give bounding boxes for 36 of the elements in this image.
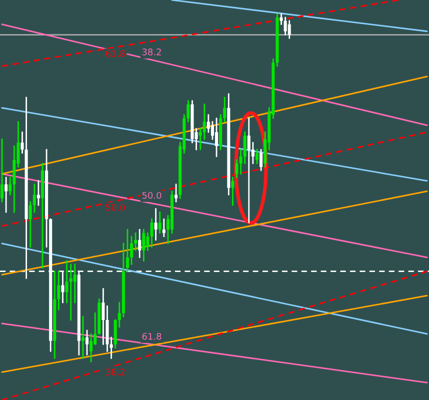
candlestick xyxy=(36,180,40,206)
candlestick xyxy=(146,232,150,252)
candlestick xyxy=(138,228,142,258)
candlestick xyxy=(85,330,89,356)
candlestick xyxy=(215,118,218,158)
series-label: 50.0 xyxy=(142,192,162,199)
candlestick xyxy=(255,148,259,164)
candlestick xyxy=(73,264,76,304)
series-label: 38.2 xyxy=(106,368,124,376)
series-label: 61.8 xyxy=(106,50,125,57)
candlestick xyxy=(130,236,134,266)
candlestick xyxy=(126,228,130,272)
candlestick xyxy=(134,232,138,252)
candlestick xyxy=(251,142,254,164)
candlestick xyxy=(154,208,158,241)
candlestick xyxy=(206,114,210,133)
candlestick xyxy=(288,20,291,39)
candlestick xyxy=(231,176,234,206)
candlestick xyxy=(202,104,206,140)
candlestick xyxy=(260,148,263,172)
series-label: 61.8 xyxy=(142,332,162,340)
candlestick xyxy=(174,184,178,202)
candlestick xyxy=(102,288,105,346)
candlestick xyxy=(162,218,166,238)
candlestick xyxy=(90,333,93,362)
candlestick xyxy=(247,118,250,224)
candlestick xyxy=(142,228,146,262)
series-label: 50.0 xyxy=(106,204,125,211)
candlestick xyxy=(0,138,4,202)
candlestick xyxy=(4,176,8,213)
candlestick xyxy=(81,316,84,359)
candlestick xyxy=(243,131,246,164)
candlestick xyxy=(284,16,287,36)
candlestick xyxy=(158,211,162,234)
candlestick xyxy=(150,218,154,248)
series-label: 38.2 xyxy=(142,48,161,56)
